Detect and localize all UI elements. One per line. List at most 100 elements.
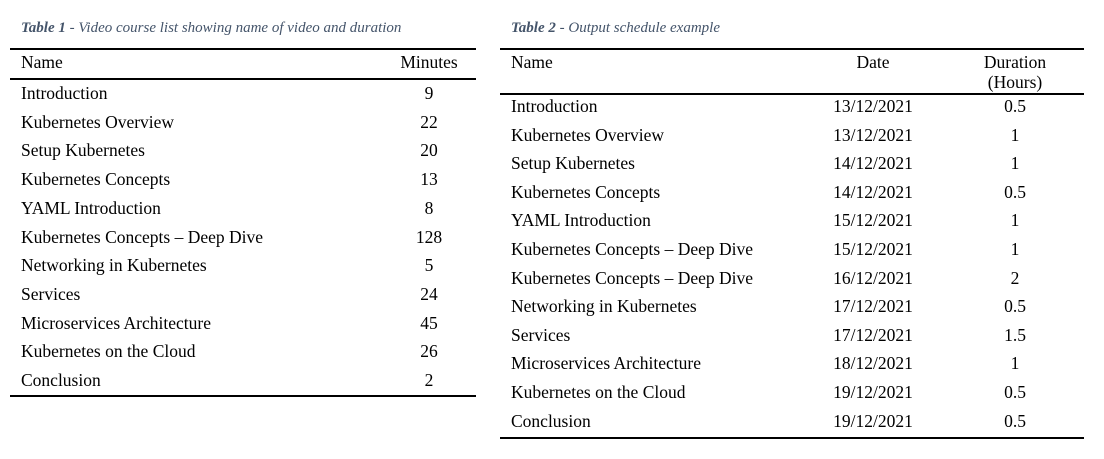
table-row: YAML Introduction 8 bbox=[10, 194, 476, 222]
table-row: Conclusion 19/12/2021 0.5 bbox=[500, 407, 1084, 435]
cell-name: Microservices Architecture bbox=[21, 312, 211, 333]
cell-duration: 0.5 bbox=[1004, 96, 1026, 116]
cell-duration: 0.5 bbox=[1004, 296, 1026, 317]
table-2-header-date: Date bbox=[856, 52, 890, 72]
cell-duration: 1 bbox=[1010, 353, 1020, 374]
cell-name: Kubernetes Concepts bbox=[511, 181, 661, 202]
cell-date: 13/12/2021 bbox=[833, 96, 913, 116]
cell-duration: 1 bbox=[1010, 124, 1020, 145]
table-row: Kubernetes Concepts – Deep Dive 16/12/202… bbox=[500, 264, 1084, 292]
table-1-bottom-rule bbox=[10, 395, 476, 397]
cell-name: YAML Introduction bbox=[511, 210, 651, 231]
table-row: Services 17/12/2021 1.5 bbox=[500, 321, 1084, 349]
cell-name: Services bbox=[21, 283, 81, 304]
table-2-header-duration-line2: (Hours) bbox=[987, 72, 1043, 92]
cell-name: Introduction bbox=[21, 83, 108, 103]
cell-duration: 1 bbox=[1010, 239, 1020, 259]
table-row: Introduction 9 bbox=[10, 79, 476, 107]
table-row: Microservices Architecture 18/12/2021 1 bbox=[500, 349, 1084, 377]
table-1-header-name: Name bbox=[21, 52, 63, 72]
cell-minutes: 128 bbox=[415, 226, 443, 247]
cell-date: 15/12/2021 bbox=[833, 239, 913, 259]
cell-name: Networking in Kubernetes bbox=[21, 255, 207, 276]
table-row: Setup Kubernetes 14/12/2021 1 bbox=[500, 149, 1084, 177]
table-row: Microservices Architecture 45 bbox=[10, 309, 476, 337]
cell-name: Kubernetes Concepts – Deep Dive bbox=[511, 267, 754, 288]
cell-name: Kubernetes Overview bbox=[511, 124, 665, 145]
table-row: Kubernetes on the Cloud 19/12/2021 0.5 bbox=[500, 378, 1084, 406]
table-2-header-rule bbox=[500, 93, 1084, 95]
cell-date: 16/12/2021 bbox=[833, 267, 913, 288]
table-1-caption-label: Table 1 bbox=[21, 20, 66, 36]
cell-date: 17/12/2021 bbox=[833, 296, 913, 317]
cell-name: Kubernetes Concepts bbox=[21, 169, 171, 190]
table-row: YAML Introduction 15/12/2021 1 bbox=[500, 206, 1084, 234]
table-1: Table 1 - Video course list showing name… bbox=[10, 18, 476, 403]
cell-date: 19/12/2021 bbox=[833, 382, 913, 402]
cell-date: 14/12/2021 bbox=[833, 153, 913, 174]
cell-minutes: 20 bbox=[420, 140, 438, 161]
table-2: Table 2 - Output schedule example Name D… bbox=[500, 18, 1084, 443]
table-2-caption-label: Table 2 bbox=[511, 20, 556, 36]
table-row: Kubernetes Concepts 13 bbox=[10, 165, 476, 193]
table-row: Setup Kubernetes 20 bbox=[10, 136, 476, 164]
cell-date: 17/12/2021 bbox=[833, 324, 913, 345]
cell-name: Microservices Architecture bbox=[511, 353, 701, 374]
table-1-header-rule bbox=[10, 78, 476, 80]
table-2-bottom-rule bbox=[500, 437, 1084, 439]
cell-name: Networking in Kubernetes bbox=[511, 296, 697, 317]
cell-name: Setup Kubernetes bbox=[511, 153, 635, 174]
cell-minutes: 5 bbox=[424, 255, 434, 276]
cell-date: 18/12/2021 bbox=[833, 353, 913, 374]
table-row: Kubernetes Overview 13/12/2021 1 bbox=[500, 121, 1084, 149]
cell-name: Setup Kubernetes bbox=[21, 140, 145, 161]
table-row: Conclusion 2 bbox=[10, 366, 476, 394]
table-2-header-duration-line1: Duration bbox=[983, 52, 1047, 72]
table-row: Kubernetes Overview 22 bbox=[10, 108, 476, 136]
table-row: Kubernetes Concepts 14/12/2021 0.5 bbox=[500, 178, 1084, 206]
cell-name: Kubernetes Overview bbox=[21, 111, 175, 132]
cell-name: Services bbox=[511, 324, 571, 345]
cell-minutes: 45 bbox=[420, 312, 438, 333]
cell-name: YAML Introduction bbox=[21, 197, 161, 218]
cell-minutes: 24 bbox=[420, 283, 438, 304]
cell-date: 19/12/2021 bbox=[833, 410, 913, 431]
cell-duration: 1.5 bbox=[1004, 324, 1026, 345]
table-row: Kubernetes on the Cloud 26 bbox=[10, 337, 476, 365]
table-2-caption: Table 2 - Output schedule example bbox=[511, 20, 720, 37]
cell-duration: 0.5 bbox=[1004, 181, 1026, 202]
cell-name: Kubernetes Concepts – Deep Dive bbox=[511, 239, 754, 259]
table-row: Networking in Kubernetes 17/12/2021 0.5 bbox=[500, 292, 1084, 320]
table-2-caption-text: - Output schedule example bbox=[555, 20, 720, 36]
table-2-header-duration: Duration (Hours) bbox=[984, 52, 1046, 92]
cell-minutes: 8 bbox=[424, 197, 434, 218]
table-row: Kubernetes Concepts – Deep Dive 15/12/202… bbox=[500, 235, 1084, 263]
cell-name: Conclusion bbox=[511, 410, 591, 431]
table-row: Networking in Kubernetes 5 bbox=[10, 251, 476, 279]
table-row: Introduction 13/12/2021 0.5 bbox=[500, 92, 1084, 120]
cell-duration: 0.5 bbox=[1004, 410, 1026, 431]
cell-duration: 1 bbox=[1010, 210, 1020, 231]
cell-name: Conclusion bbox=[21, 370, 101, 390]
table-1-caption-text: - Video course list showing name of vide… bbox=[65, 20, 402, 36]
cell-name: Kubernetes Concepts – Deep Dive bbox=[21, 226, 264, 247]
cell-minutes: 26 bbox=[420, 341, 438, 362]
cell-date: 15/12/2021 bbox=[833, 210, 913, 231]
table-row: Kubernetes Concepts – Deep Dive 128 bbox=[10, 223, 476, 251]
table-2-header-name: Name bbox=[511, 52, 553, 72]
table-row: Services 24 bbox=[10, 280, 476, 308]
cell-minutes: 22 bbox=[420, 111, 438, 132]
table-1-header-minutes: Minutes bbox=[400, 52, 458, 72]
cell-minutes: 2 bbox=[424, 370, 434, 390]
cell-duration: 1 bbox=[1010, 153, 1020, 174]
table-1-top-rule bbox=[10, 48, 476, 50]
cell-date: 14/12/2021 bbox=[833, 181, 913, 202]
cell-duration: 0.5 bbox=[1004, 382, 1026, 402]
cell-name: Kubernetes on the Cloud bbox=[511, 382, 686, 402]
cell-duration: 2 bbox=[1010, 267, 1020, 288]
cell-name: Kubernetes on the Cloud bbox=[21, 341, 196, 362]
cell-date: 13/12/2021 bbox=[833, 124, 913, 145]
table-2-top-rule bbox=[500, 48, 1084, 50]
cell-minutes: 13 bbox=[420, 169, 438, 190]
table-1-caption: Table 1 - Video course list showing name… bbox=[21, 20, 401, 37]
